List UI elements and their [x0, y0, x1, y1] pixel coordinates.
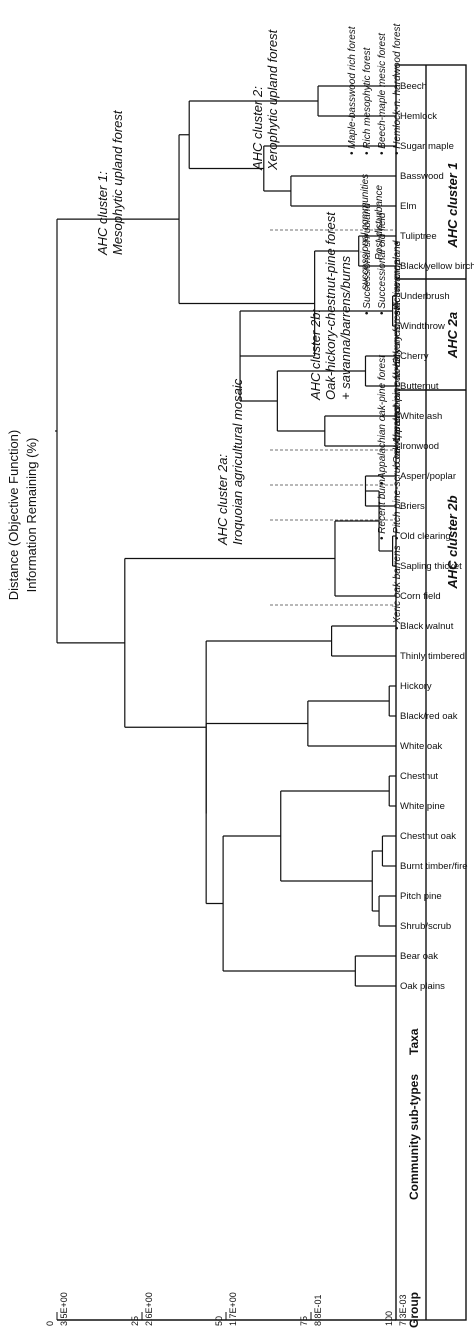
taxon-label: Beech — [400, 81, 427, 92]
taxon-label: Old clearing — [400, 531, 451, 542]
taxon-label: White oak — [400, 741, 443, 752]
taxon-label: Black walnut — [400, 621, 454, 632]
figure-frame — [57, 64, 467, 1321]
taxon-label: Windthrow — [400, 321, 445, 332]
subtype-item: • Successional shrubland — [362, 203, 373, 315]
taxon-label: Hemlock — [400, 111, 437, 122]
info-tick-label: 100 — [384, 1311, 394, 1326]
info-axis-label: Information Remaining (%) — [24, 437, 39, 593]
info-tick-label: 75 — [299, 1316, 309, 1326]
taxon-label: Hickory — [400, 681, 432, 692]
taxon-label: Black/yellow birch — [400, 261, 474, 272]
taxon-label: Pitch pine — [400, 891, 442, 902]
taxon-label: Cherry — [400, 351, 429, 362]
taxon-label: Thinly timbered — [400, 651, 465, 662]
subtype-item: • Recent burn — [377, 479, 388, 540]
taxon-label: Shrub/scrub — [400, 921, 452, 932]
dendrogram-links — [55, 85, 396, 987]
subtype-item: • Appalachian oak-pine forest — [377, 355, 388, 485]
taxon-label: White pine — [400, 801, 445, 812]
distance-tick-label: 1.7E+00 — [228, 1292, 238, 1326]
taxon-label: Chestnut oak — [400, 831, 456, 842]
distance-axis-label: Distance (Objective Function) — [6, 429, 21, 601]
taxon-label: Black/red oak — [400, 711, 458, 722]
subtype-item: • Maple-basswood rich forest — [347, 26, 358, 155]
taxon-label: Butternut — [400, 381, 439, 392]
info-tick-label: 0 — [45, 1321, 55, 1326]
distance-tick-label: 3.5E+00 — [59, 1292, 69, 1326]
taxon-label: Corn field — [400, 591, 441, 602]
info-tick-label: 50 — [214, 1316, 224, 1326]
cluster-2b-label: AHC cluster 2b: Oak-hickory-chestnut-pin… — [308, 212, 353, 400]
distance-tick-label: 7.3E-03 — [398, 1294, 408, 1326]
taxon-label: Aspen/poplar — [400, 471, 456, 482]
table-border — [395, 64, 467, 1321]
subtype-item: • Rich mesophytic forest — [362, 47, 373, 155]
taxon-label: Bear oak — [400, 951, 439, 962]
taxon-label: Tuliptree — [400, 231, 437, 242]
subtype-item: • Xeric oak barrens — [392, 545, 403, 630]
cluster-1-label: AHC cluster 1: Mesophytic upland forest — [95, 110, 125, 255]
taxon-label: Basswood — [400, 171, 444, 182]
distance-tick-label: 2.6E+00 — [144, 1292, 154, 1326]
taxon-label: Elm — [400, 201, 417, 212]
taxon-label: Chestnut — [400, 771, 439, 782]
group-header: Group — [407, 1292, 421, 1328]
subtype-item: • Successional old field — [377, 212, 388, 315]
taxon-label: Sugar maple — [400, 141, 454, 152]
distance-tick-label: 8.8E-01 — [313, 1294, 323, 1326]
info-tick-label: 25 — [130, 1316, 140, 1326]
community-header: Community sub-types — [407, 1073, 421, 1200]
taxon-label: Oak plains — [400, 981, 445, 992]
taxa-header: Taxa — [407, 1028, 421, 1055]
axis-ticks: 100 75 50 25 0 7.3E-03 8.8E-01 1.7E+00 2.6E+00 3.… — [45, 1292, 408, 1326]
taxon-label: Sapling thicket — [400, 561, 462, 572]
taxon-label: Underbrush — [400, 291, 450, 302]
cluster-2a-label: AHC cluster 2a: Iroquoian agricultural m… — [215, 378, 245, 545]
taxon-label: Ironwood — [400, 441, 440, 452]
taxon-label: White ash — [400, 411, 443, 422]
taxon-label: Burnt timber/fire — [400, 861, 468, 872]
taxon-label: Briers — [400, 501, 425, 512]
cluster-2-label: AHC cluster 2: Xerophytic upland forest — [250, 29, 280, 170]
subtype-item: • Beech-maple mesic forest — [377, 33, 388, 155]
